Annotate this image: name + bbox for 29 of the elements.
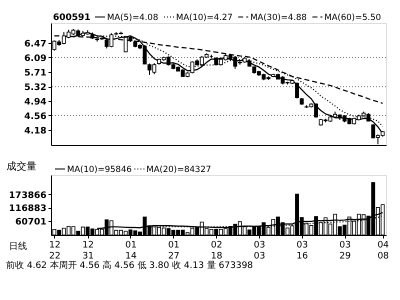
y-tick-label: 4.56	[24, 112, 46, 122]
legend-label: MA(20)=84327	[146, 165, 212, 175]
y-tick-label: 6.09	[24, 54, 46, 64]
y-tick-label: 6.47	[24, 40, 46, 50]
y-tick-label: 5.71	[24, 68, 46, 78]
y-tick-label: 4.18	[24, 126, 46, 136]
x-tick-label: 04 08	[377, 240, 390, 262]
text: 600591	[53, 13, 91, 23]
y-tick-label: 60701	[15, 217, 46, 228]
legend-label: MA(30)=4.88	[250, 13, 307, 23]
x-tick-label: 01 14	[125, 240, 137, 262]
y-axis-title: 成交量	[6, 160, 36, 172]
text: 日线	[9, 241, 27, 252]
y-tick-label: 116883	[8, 204, 46, 214]
y-tick-label: 173866	[8, 190, 46, 201]
x-tick-label: 01 27	[168, 240, 180, 262]
x-tick-label: 03 03	[254, 240, 266, 262]
legend-label: MA(10)=95846	[67, 165, 132, 175]
x-tick-label: 02 18	[210, 240, 223, 262]
x-tick-label: 12 31	[82, 240, 94, 262]
x-tick-label: 12 22	[49, 240, 61, 262]
x-tick-label: 03 16	[296, 240, 308, 262]
text: 前收 4.62 本周开 4.56 高 4.56 低 3.80 收 4.13 量 673398	[6, 260, 254, 271]
y-tick-label: 5.32	[24, 83, 46, 94]
y-tick-label: 4.94	[24, 98, 46, 108]
legend-label: MA(10)=4.27	[176, 13, 233, 23]
x-tick-label: 03 29	[339, 240, 352, 262]
legend-label: MA(60)=5.50	[324, 13, 382, 23]
legend-label: MA(5)=4.08	[107, 13, 158, 23]
